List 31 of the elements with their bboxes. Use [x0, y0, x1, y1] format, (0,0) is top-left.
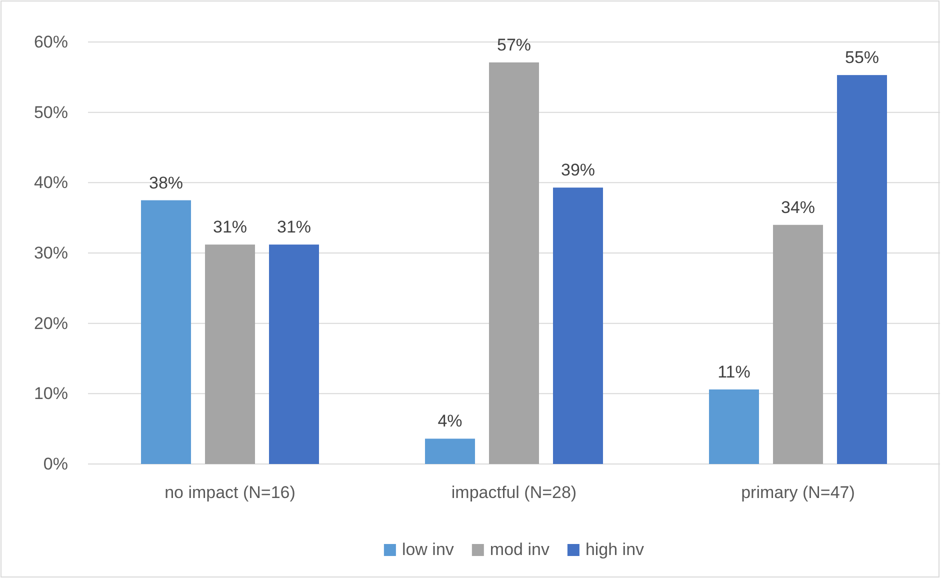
bar	[141, 200, 191, 464]
x-tick-label: impactful (N=28)	[451, 483, 577, 502]
data-label: 38%	[148, 173, 184, 192]
legend-label: mod inv	[490, 540, 550, 559]
bar	[553, 188, 603, 464]
bar	[709, 389, 759, 464]
y-tick-label: 30%	[34, 243, 68, 262]
data-label: 4%	[438, 412, 462, 431]
y-tick-label: 60%	[34, 32, 68, 52]
data-label: 31%	[212, 218, 248, 237]
data-label: 31%	[276, 218, 312, 237]
x-tick-label: primary (N=47)	[741, 483, 855, 502]
x-tick-label: no impact (N=16)	[164, 483, 296, 502]
data-label: 55%	[844, 48, 880, 68]
y-tick-label: 40%	[34, 173, 68, 192]
bar	[489, 62, 539, 464]
data-label: 11%	[718, 362, 750, 382]
data-label: 57%	[496, 35, 532, 54]
bar	[205, 244, 255, 464]
data-label: 39%	[560, 160, 596, 180]
bar	[425, 438, 475, 464]
y-tick-label: 50%	[34, 102, 68, 122]
data-label: 34%	[780, 198, 816, 217]
legend-label: low inv	[402, 540, 454, 559]
legend-label: high inv	[585, 540, 645, 559]
bar	[269, 244, 319, 464]
y-tick-label: 10%	[34, 384, 68, 404]
y-tick-label: 0%	[43, 454, 68, 474]
bar	[773, 224, 823, 464]
bar	[837, 75, 887, 464]
y-tick-label: 20%	[34, 314, 68, 333]
